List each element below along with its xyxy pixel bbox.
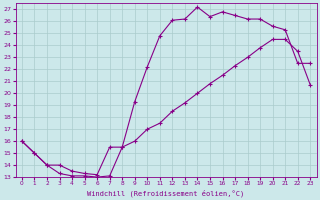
X-axis label: Windchill (Refroidissement éolien,°C): Windchill (Refroidissement éolien,°C): [87, 189, 245, 197]
